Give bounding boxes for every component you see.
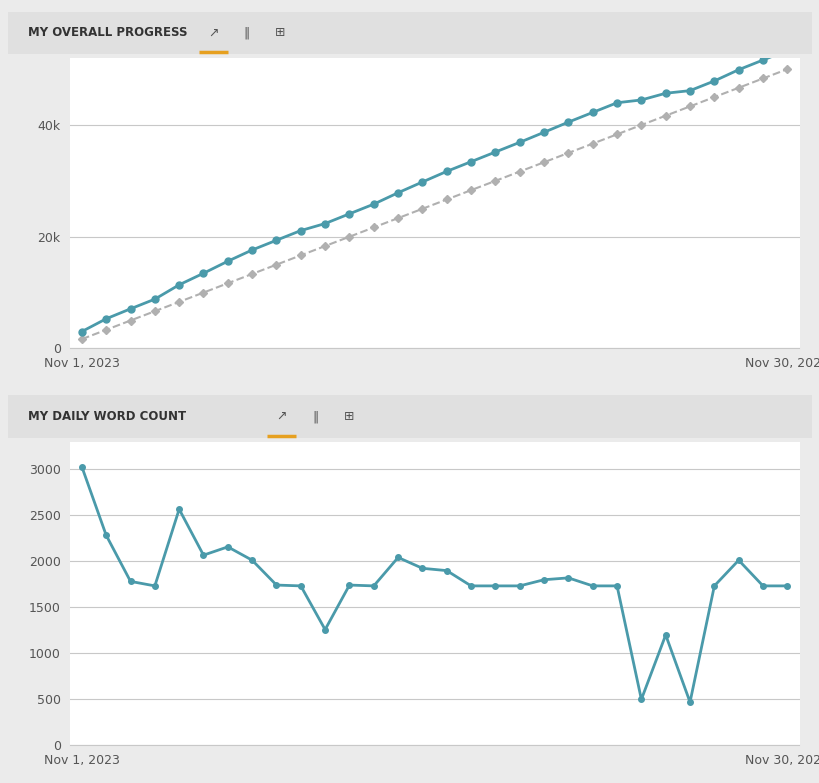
Text: ⊞: ⊞ (343, 410, 354, 423)
Bar (8, 395, 811, 438)
Text: MY DAILY WORD COUNT: MY DAILY WORD COUNT (28, 410, 186, 423)
Text: ↗: ↗ (207, 27, 218, 39)
Text: ‖: ‖ (312, 410, 318, 423)
Bar (8, 12, 811, 54)
Text: MY OVERALL PROGRESS: MY OVERALL PROGRESS (28, 27, 188, 39)
Text: ‖: ‖ (243, 27, 250, 39)
Text: ⊞: ⊞ (275, 27, 286, 39)
Text: ↗: ↗ (276, 410, 287, 423)
